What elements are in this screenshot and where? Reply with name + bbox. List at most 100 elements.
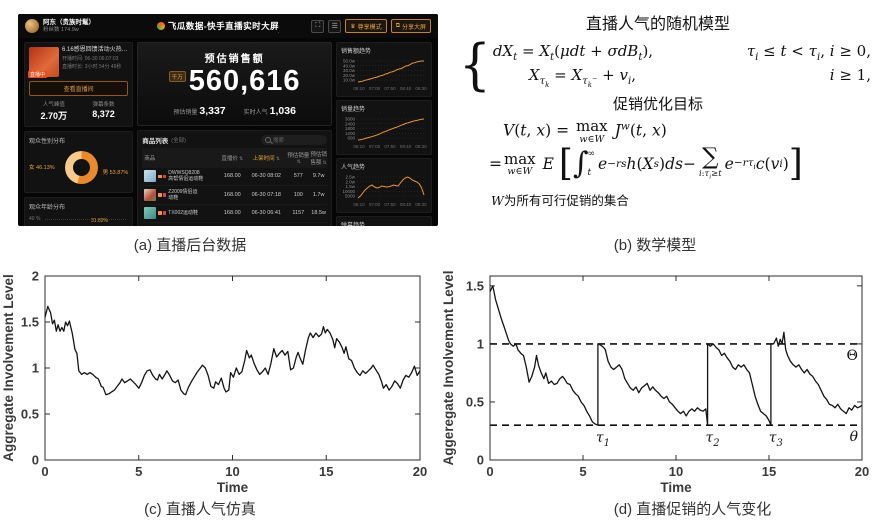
data-series-line xyxy=(489,285,863,426)
y-axis-label: Aggregate Involvement Level xyxy=(1,274,16,462)
x-axis-label: Time xyxy=(217,480,249,495)
view-liveroom-button[interactable]: 查看直播间 xyxy=(29,81,129,96)
y-axis-label: Aggeregate Involvement Level xyxy=(441,270,456,465)
x-axis-label: Time xyxy=(660,480,692,495)
x-tick-label: 0 xyxy=(486,464,493,479)
danmaku-count-label: 弹幕条数 xyxy=(92,102,115,108)
age-card-title: 观众年龄分布 xyxy=(29,205,66,211)
danmaku-trend-title: 弹幕趋势 xyxy=(341,223,366,226)
y-tick-label: 0 xyxy=(32,453,39,468)
mini-y-label: 30.0w xyxy=(343,68,356,73)
avatar xyxy=(25,18,39,33)
mini-x-label: 07:00 xyxy=(369,86,381,91)
live-title: 6.16感恩回馈活动火热… xyxy=(62,47,128,53)
product-row[interactable]: Z2009情侣运 动鞋 168.00 06-30 07:18 100 1.7w xyxy=(142,186,327,205)
product-tag-icons xyxy=(158,174,167,179)
female-share-label: 女 46.13% xyxy=(29,165,55,171)
x-tick-label: 20 xyxy=(855,464,869,479)
caption-a: (a) 直播后台数据 xyxy=(133,237,247,254)
mini-y-label: 2.5w xyxy=(345,175,355,180)
product-row[interactable]: DWWSQ8208 高帮情侣运动鞋 168.00 06-30 08:02 577 … xyxy=(142,168,327,187)
tau-label: τ1 xyxy=(596,430,610,449)
gmv-title: 预估销售额 xyxy=(204,54,265,65)
sales-trend-card: 销售额趋势 50.0w 40.0w 30.0w 20.0w 10.0w 06:10 07:0… xyxy=(336,42,432,97)
age-axis-label: 40 % xyxy=(29,216,41,222)
y-tick-label: 1 xyxy=(477,336,484,351)
mini-x-label: 08:40 xyxy=(400,86,412,91)
live-thumbnail: 直播中 xyxy=(28,47,59,78)
sort-icon: ⇅ xyxy=(238,155,244,162)
menu-icon[interactable]: ☰ xyxy=(328,19,342,33)
threshold-label: Θ xyxy=(847,348,858,364)
volume-trend-card: 销量趋势 3000 2400 1800 1200 600 06:10 07:00 07:50 0… xyxy=(336,100,432,155)
x-tick-label: 10 xyxy=(225,464,239,479)
caption-c: (c) 直播人气仿真 xyxy=(144,501,256,518)
mini-x-label: 07:50 xyxy=(384,86,396,91)
fullscreen-icon[interactable]: ⛶ xyxy=(311,19,325,33)
gender-distribution-card: 观众性别分布 女 46.13% 男 53.87% xyxy=(24,131,134,193)
search-icon xyxy=(265,136,271,143)
product-row[interactable]: TX002运动鞋 168.00 06-30 06:41 1157 18.5w xyxy=(142,205,327,223)
mini-x-label: 09:30 xyxy=(415,202,427,207)
promotion-chart: 0 5 10 15 20 0 0.5 1 1.5 Θθ τ1 τ2 τ3 Time Aggeregate I… xyxy=(441,270,869,495)
account-block: 阿东（贵族时髦） 粉丝数 174.9w xyxy=(25,19,145,33)
share-screen-button[interactable]: ⧉ 分享大屏 xyxy=(390,19,431,33)
mini-y-label: 600 xyxy=(347,136,355,141)
product-search-input[interactable]: 搜索 xyxy=(261,134,327,145)
premium-mode-button[interactable]: ♛ 尊享模式 xyxy=(345,19,387,33)
y-tick-label: 1.5 xyxy=(21,315,39,330)
age-distribution-card: 观众年龄分布 40 % 31.82% xyxy=(24,197,134,226)
mini-x-label: 07:50 xyxy=(384,202,396,207)
mini-y-label: 3000 xyxy=(345,117,356,122)
app-logo-icon xyxy=(156,22,165,30)
app-title-block: 飞瓜数据-快手直播实时大屏 xyxy=(145,20,291,32)
gmv-kpi-card: 预估销售额 千万 560,616 预估销量 3,337 实时人气 1,036 xyxy=(137,42,332,126)
mini-x-label: 09:30 xyxy=(415,144,427,149)
mini-y-label: 1800 xyxy=(345,126,356,131)
left-brace: { xyxy=(459,32,491,97)
peak-popularity-value: 2.70万 xyxy=(40,111,68,121)
account-followers: 粉丝数 174.9w xyxy=(43,26,79,33)
x-tick-label: 15 xyxy=(319,464,333,479)
col-est-sales[interactable]: 预估销售额⇅ xyxy=(310,151,327,166)
male-share-label: 男 53.87% xyxy=(102,170,129,176)
live-duration: 直播时长: 3小时 54分 49秒 xyxy=(62,64,122,71)
product-tag-icons xyxy=(158,211,167,215)
axes-box xyxy=(44,275,421,461)
mini-y-label: 10.0w xyxy=(343,78,356,83)
mini-x-label: 09:30 xyxy=(415,86,427,91)
danmaku-trend-card: 弹幕趋势 xyxy=(336,216,432,226)
value-function-line1: V(t, x) = max w∈W Jw(t, x) xyxy=(503,117,667,145)
sde-condition: τi ≤ t < τi, i ≥ 0, xyxy=(746,41,871,63)
x-tick-label: 0 xyxy=(41,464,48,479)
product-thumbnail xyxy=(144,207,157,220)
tau-label: τ2 xyxy=(706,430,720,449)
col-est-volume[interactable]: 预估销量⇅ xyxy=(287,152,310,165)
x-tick-label: 5 xyxy=(579,464,586,479)
product-thumbnail xyxy=(144,170,157,183)
col-listing-time[interactable]: 上架时间⇅ xyxy=(252,155,280,162)
header-actions: ⛶ ☰ ♛ 尊享模式 ⧉ 分享大屏 xyxy=(291,19,431,33)
dashboard-header: 阿东（贵族时髦） 粉丝数 174.9w 飞瓜数据-快手直播实时大屏 ⛶ ☰ ♛ … xyxy=(18,14,438,38)
mini-x-label: 06:10 xyxy=(353,86,365,91)
mini-x-label: 08:40 xyxy=(400,202,412,207)
col-price[interactable]: 直播价⇅ xyxy=(221,155,244,162)
gender-donut-chart xyxy=(65,151,98,184)
col-product: 商品 xyxy=(144,155,156,162)
sde-equation: dXt = Xt(μdt + σdBt), xyxy=(492,41,654,63)
product-filter[interactable]: (全部) xyxy=(171,137,186,144)
crown-icon: ♛ xyxy=(350,23,356,30)
popularity-trend-card: 人气趋势 2.5w 2.0w 1.5w 10000 5000 06:10 07:00 07:5… xyxy=(336,158,432,213)
panel-a-dashboard: 阿东（贵族时髦） 粉丝数 174.9w 飞瓜数据-快手直播实时大屏 ⛶ ☰ ♛ … xyxy=(18,14,438,226)
caption-b: (b) 数学模型 xyxy=(613,237,697,254)
mini-series-line xyxy=(357,118,425,141)
panel-b-math: 直播人气的随机模型 { dXt = Xt(μdt + σdBt), τi ≤ t… xyxy=(445,10,871,209)
jump-equation: Xτk = Xτk⁻ + vi, xyxy=(528,65,637,89)
sales-trend-title: 销售额趋势 xyxy=(341,49,372,55)
gmv-unit-badge: 千万 xyxy=(168,71,186,82)
x-tick-label: 10 xyxy=(669,464,683,479)
age-bar-value: 31.82% xyxy=(91,218,108,224)
